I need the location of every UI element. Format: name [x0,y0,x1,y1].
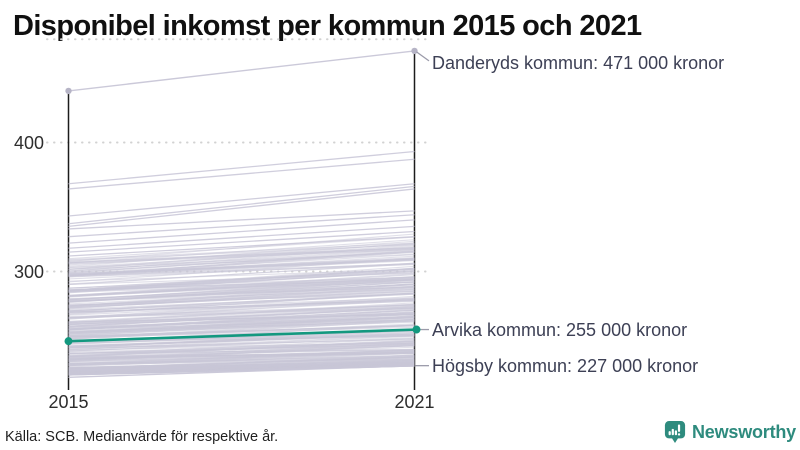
annotation-arvika: Arvika kommun: 255 000 kronor [432,319,688,340]
y-tick-300: 300 [13,261,44,282]
x-tick-2015: 2015 [48,392,89,412]
annotation-danderyd: Danderyds kommun: 471 000 kronor [432,52,725,73]
annotation-hogsby: Högsby kommun: 227 000 kronor [432,355,699,376]
y-tick-400: 400 [13,132,44,153]
x-tick-2021: 2021 [394,392,435,412]
newsworthy-wordmark: Newsworthy [691,421,796,442]
source-note: Källa: SCB. Medianvärde för respektive å… [5,429,279,445]
newsworthy-chart-bubble-icon [664,421,686,443]
newsworthy-logo: Newsworthy [664,419,796,445]
chart-title: Disponibel inkomst per kommun 2015 och 2… [13,10,642,42]
